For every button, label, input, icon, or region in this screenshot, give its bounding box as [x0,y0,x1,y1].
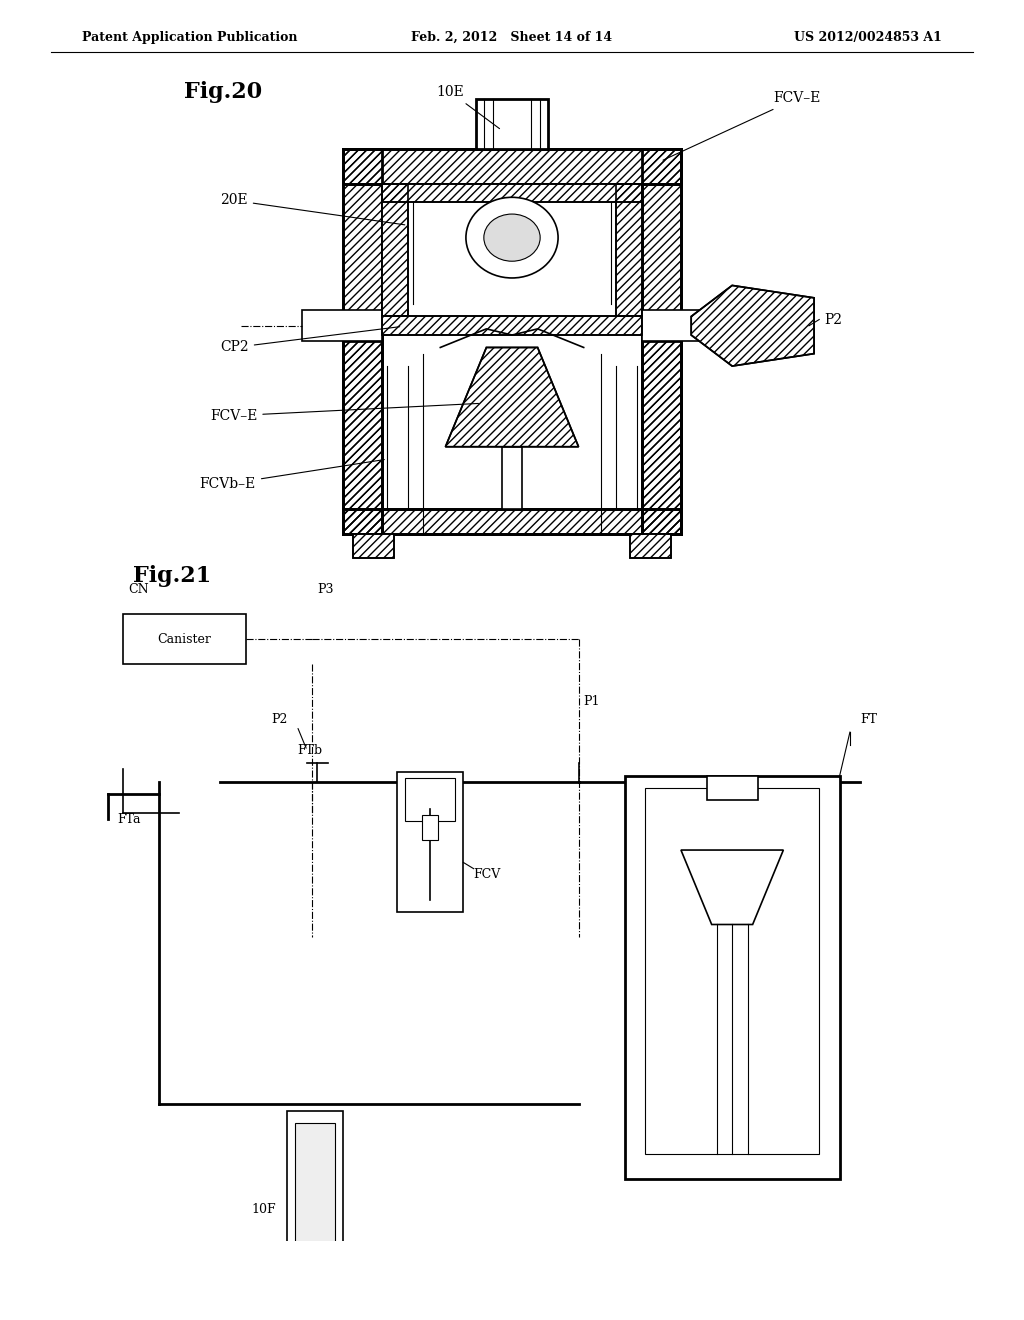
Ellipse shape [483,214,541,261]
Bar [343,508,681,533]
Text: P2: P2 [824,313,843,326]
Bar [287,1110,343,1259]
Text: US 2012/0024853 A1: US 2012/0024853 A1 [795,32,942,44]
Bar [625,776,840,1179]
Bar [353,533,394,558]
Text: FCV–E: FCV–E [210,404,478,422]
Text: CP2: CP2 [220,327,399,355]
Bar [382,183,408,317]
Bar [645,788,819,1154]
Text: P2: P2 [271,713,288,726]
Text: FCVb–E: FCVb–E [200,459,384,491]
Text: Patent Application Publication: Patent Application Publication [82,32,297,44]
Text: FTa: FTa [118,813,141,825]
Bar [343,149,382,533]
Text: 10F: 10F [252,1204,276,1217]
Polygon shape [691,285,814,366]
Text: FTb: FTb [297,744,323,758]
Text: Fig.21: Fig.21 [133,565,211,586]
Text: FT: FT [860,713,878,726]
Text: P1: P1 [584,694,600,708]
Polygon shape [681,850,783,924]
Text: 10E: 10E [436,86,500,128]
Text: CN: CN [128,582,148,595]
Bar [396,772,463,912]
Bar [302,310,382,342]
Text: Feb. 2, 2012   Sheet 14 of 14: Feb. 2, 2012 Sheet 14 of 14 [412,32,612,44]
Text: Canister: Canister [158,632,211,645]
Bar [382,317,642,335]
Bar [295,1123,335,1247]
Bar [382,183,642,202]
Bar [707,776,758,800]
Text: FCV–E: FCV–E [663,91,820,160]
Text: FCV: FCV [473,869,501,882]
Bar [123,614,246,664]
Polygon shape [445,347,579,446]
Text: P3: P3 [317,582,334,595]
Bar [616,183,642,317]
Ellipse shape [466,197,558,279]
Bar [642,149,681,533]
Bar [404,777,455,821]
Bar [630,533,671,558]
Bar [642,310,722,342]
Bar [502,446,522,508]
Text: 20E: 20E [220,194,404,224]
Bar [422,816,438,840]
Text: Fig.20: Fig.20 [184,81,262,103]
Bar [476,99,548,149]
Bar [343,149,681,183]
